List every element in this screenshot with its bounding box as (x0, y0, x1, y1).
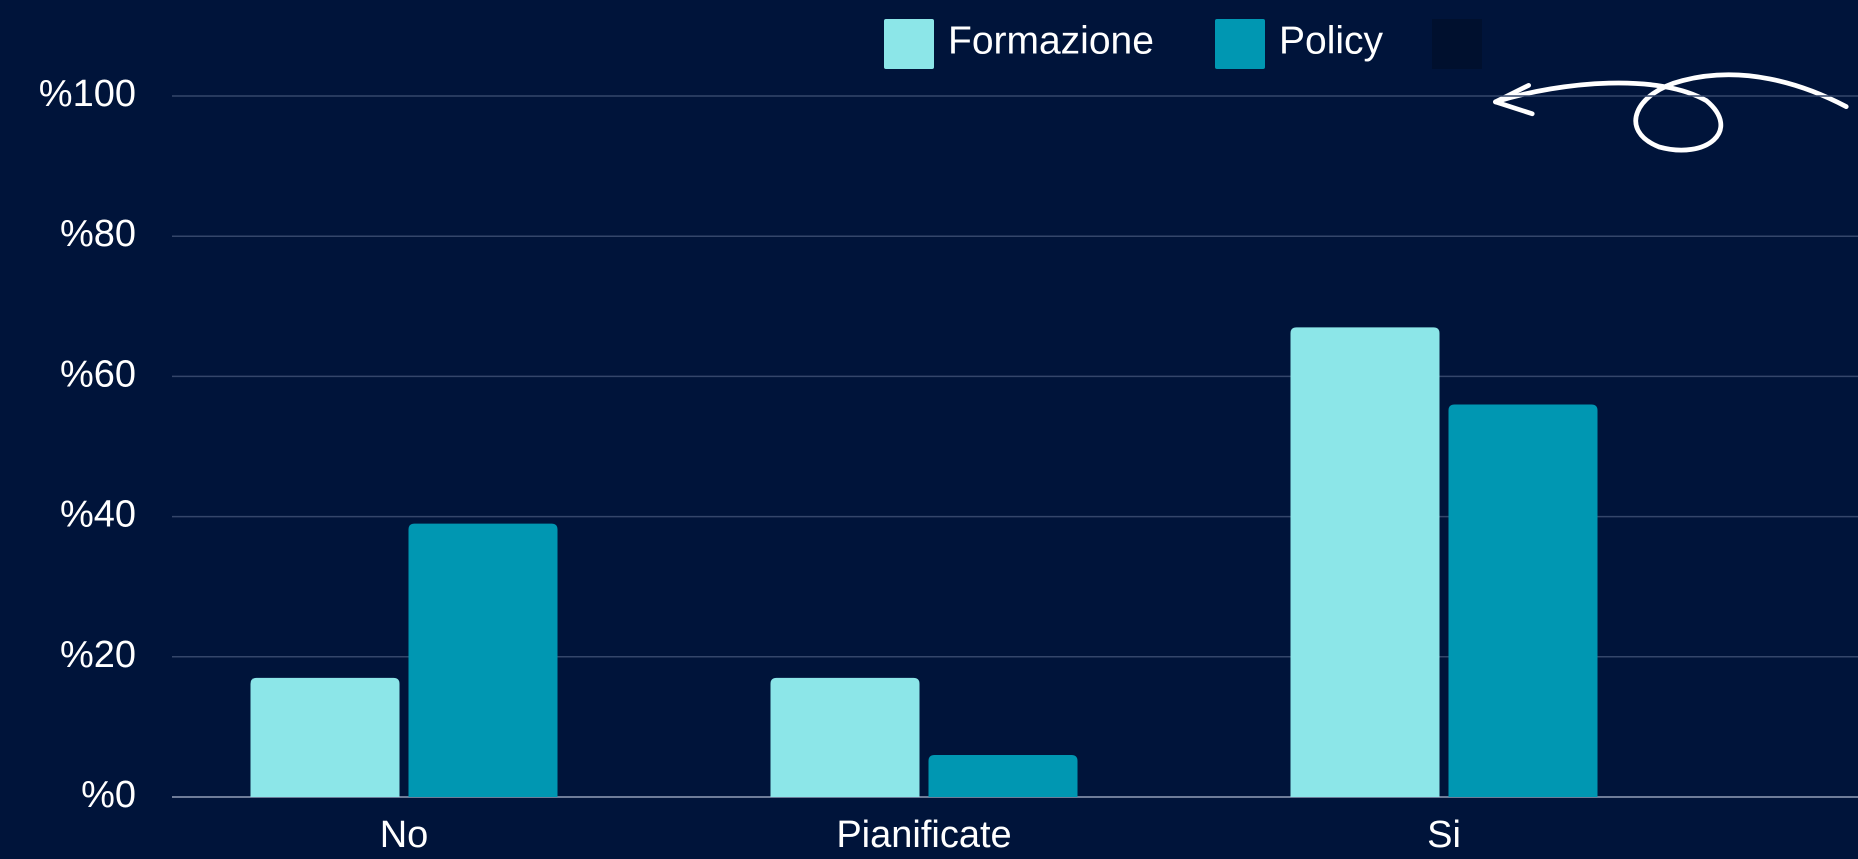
legend-swatch (884, 19, 934, 69)
legend-placeholder (1432, 19, 1482, 69)
decorative-arrow (1493, 72, 1849, 153)
y-tick-label: %60 (60, 353, 136, 395)
y-tick-label: %100 (39, 73, 136, 115)
bar (1448, 404, 1598, 797)
bar (770, 677, 920, 797)
bar (1290, 327, 1440, 797)
y-tick-label: %20 (60, 634, 136, 676)
legend-label: Formazione (948, 19, 1154, 62)
legend-swatch (1215, 19, 1265, 69)
y-tick-label: %40 (60, 494, 136, 536)
bar (250, 677, 400, 797)
y-tick-label: %80 (60, 213, 136, 255)
x-tick-label: Si (1427, 814, 1461, 856)
legend-label: Policy (1279, 19, 1384, 62)
x-tick-label: Pianificate (836, 814, 1011, 856)
x-tick-label: No (380, 814, 429, 856)
bar (928, 754, 1078, 797)
bar (408, 523, 558, 797)
y-tick-label: %0 (81, 774, 136, 816)
